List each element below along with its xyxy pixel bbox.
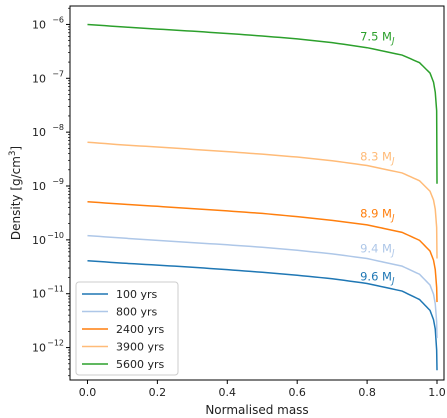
y-tick-exponent: −10 <box>47 231 64 240</box>
y-tick-exponent: −7 <box>52 69 64 78</box>
x-tick-label: 0.2 <box>149 386 167 399</box>
legend-label: 3900 yrs <box>116 341 165 354</box>
x-axis-label: Normalised mass <box>205 403 308 417</box>
series-line-2 <box>87 201 438 303</box>
y-tick-exponent: −9 <box>52 177 64 186</box>
series-annotation: 9.6 MJ <box>360 270 395 287</box>
series-annotation: 8.9 MJ <box>360 207 395 224</box>
y-tick-label: 10 <box>32 342 46 355</box>
y-tick-exponent: −12 <box>47 339 64 348</box>
legend-label: 800 yrs <box>116 306 158 319</box>
x-tick-label: 0.4 <box>219 386 237 399</box>
legend-label: 2400 yrs <box>116 323 165 336</box>
y-axis-label-tail: ] <box>9 146 23 151</box>
x-tick-label: 0.6 <box>288 386 306 399</box>
series-line-0 <box>87 259 438 371</box>
series-line-1 <box>87 234 438 339</box>
x-tick-label: 0.8 <box>358 386 376 399</box>
series-annotations: 9.6 MJ 9.4 MJ 8.9 MJ 8.3 MJ 7.5 MJ <box>360 30 395 287</box>
legend-label: 100 yrs <box>116 288 158 301</box>
y-tick-label: 10 <box>32 72 46 85</box>
series-line-4 <box>87 23 438 184</box>
legend-label: 5600 yrs <box>116 358 165 371</box>
y-axis-label-main: Density [g/cm <box>9 156 23 240</box>
y-axis-label-sup: 3 <box>8 151 18 156</box>
y-axis-label: Density [g/cm3] <box>8 146 23 240</box>
series-annotation: 8.3 MJ <box>360 149 395 166</box>
series-annotation: 7.5 MJ <box>360 30 395 47</box>
y-tick-label: 10 <box>32 18 46 31</box>
legend: 100 yrs 800 yrs 2400 yrs 3900 yrs 5600 yrs <box>75 281 179 376</box>
y-tick-label: 10 <box>32 288 46 301</box>
legend-box <box>75 281 179 376</box>
y-tick-exponent: −11 <box>47 285 64 294</box>
y-tick-label: 10 <box>32 126 46 139</box>
y-tick-label: 10 <box>32 234 46 247</box>
series-layer <box>87 23 438 371</box>
y-tick-label: 10 <box>32 180 46 193</box>
y-tick-exponent: −6 <box>52 15 64 24</box>
x-tick-label: 0.0 <box>79 386 97 399</box>
series-line-3 <box>87 141 438 259</box>
x-axis: 0.0 0.2 0.4 0.6 0.8 1.0 <box>79 380 446 399</box>
y-tick-exponent: −8 <box>52 123 64 132</box>
x-tick-label: 1.0 <box>428 386 446 399</box>
series-annotation: 9.4 MJ <box>360 242 395 259</box>
